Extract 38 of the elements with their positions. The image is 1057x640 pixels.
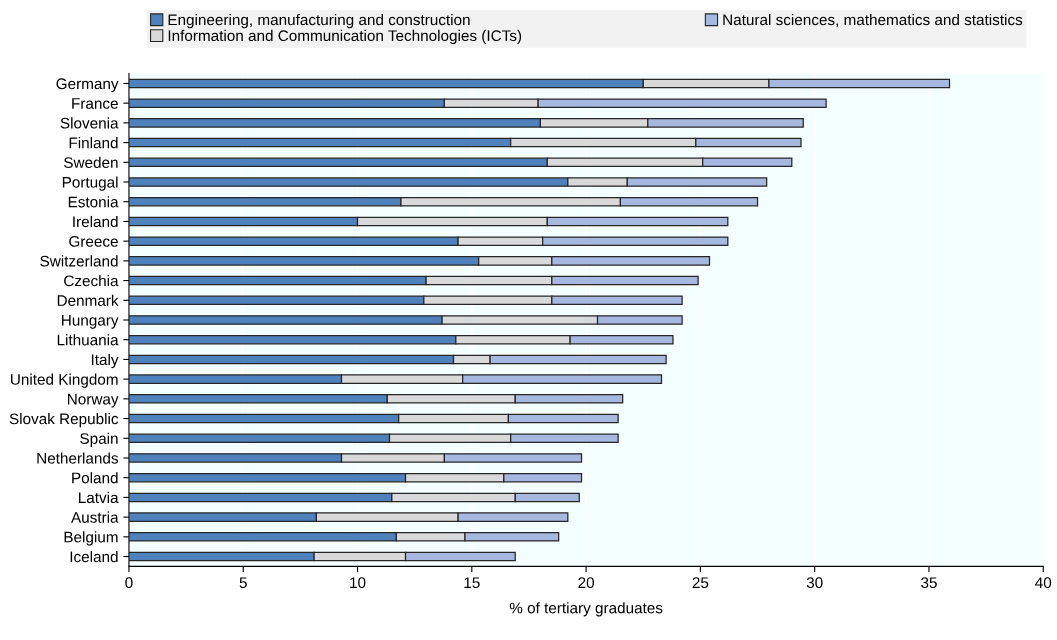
y-tick-label: Hungary [62, 315, 119, 329]
x-tick-label: 10 [350, 577, 366, 589]
y-tick-label: Austria [71, 511, 119, 523]
y-tick-label: Poland [72, 472, 118, 484]
y-tick-label: Lithuania [57, 334, 119, 346]
y-tick-label: Italy [91, 353, 119, 369]
y-tick-label: Denmark [57, 294, 119, 306]
y-tick-label: Spain [80, 432, 118, 447]
x-tick-label: 35 [921, 577, 937, 589]
y-tick-label: Sweden [64, 156, 118, 168]
legend-label: Information and Communication Technologies (ICTs) [168, 29, 522, 45]
y-tick-label: Switzerland [40, 255, 118, 267]
x-tick-label: 40 [1035, 577, 1052, 589]
x-tick-label: 20 [578, 577, 595, 589]
y-tick-label: Latvia [79, 491, 119, 504]
legend-label: Natural sciences, mathematics and statistics [723, 13, 1023, 27]
x-tick-label: 25 [692, 577, 709, 589]
y-tick-label: Belgium [64, 531, 118, 546]
legend-label: Engineering, manufacturing and construction [168, 13, 470, 29]
x-axis-title: % of tertiary graduates [509, 602, 663, 617]
y-tick-label: Germany [56, 78, 119, 93]
y-tick-label: United Kingdom [11, 373, 118, 388]
y-tick-label: France [72, 98, 118, 109]
y-tick-label: Estonia [68, 196, 119, 208]
x-tick-label: 0 [125, 577, 133, 589]
y-tick-label: Czechia [64, 275, 119, 287]
x-tick-label: 15 [464, 577, 480, 589]
y-tick-label: Greece [69, 236, 118, 247]
y-tick-label: Ireland [73, 215, 118, 228]
y-tick-label: Slovak Republic [9, 413, 119, 428]
y-tick-label: Iceland [70, 551, 118, 563]
x-tick-label: 30 [806, 577, 823, 589]
y-tick-label: Netherlands [37, 452, 118, 464]
y-tick-label: Slovenia [60, 117, 119, 129]
y-tick-label: Portugal [62, 176, 118, 191]
x-tick-label: 5 [239, 577, 247, 589]
y-tick-label: Norway [68, 393, 119, 408]
y-tick-label: Finland [69, 137, 118, 149]
